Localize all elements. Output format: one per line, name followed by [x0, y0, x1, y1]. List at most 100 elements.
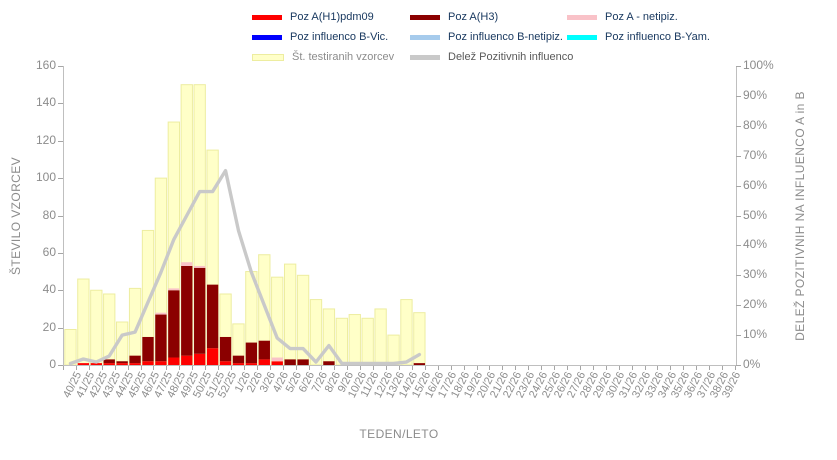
x-axis-tick — [243, 366, 245, 370]
positive-series-bar — [129, 355, 141, 364]
y-axis-left-tick — [58, 66, 63, 67]
x-axis-tick — [515, 366, 517, 370]
x-axis-tick — [399, 366, 400, 370]
positive-series-bar — [206, 284, 219, 349]
positive-series-bar — [168, 357, 180, 365]
x-axis-tick — [166, 366, 168, 370]
y-axis-left-label: 40 — [42, 282, 56, 297]
y-axis-left-label: 0 — [49, 357, 56, 371]
x-axis-tick — [114, 366, 116, 370]
y-axis-right-label: 90% — [743, 87, 768, 102]
x-axis-tick — [127, 366, 129, 370]
legend-label: Poz influenco B-Yam. — [605, 31, 710, 43]
y-axis-right-label: 0% — [743, 357, 761, 371]
x-axis-tick — [373, 366, 375, 370]
positive-series-bar — [155, 312, 167, 315]
tested-samples-bar — [103, 293, 116, 365]
x-axis-tick — [205, 366, 207, 370]
x-axis-tick — [386, 366, 388, 370]
y-axis-right-tick — [736, 155, 741, 157]
tested-samples-bar — [348, 314, 361, 365]
x-axis-tick — [192, 366, 194, 370]
x-axis-tick — [269, 366, 271, 370]
legend-swatch-red — [252, 14, 282, 20]
y-axis-left-label: 80 — [42, 207, 56, 222]
x-axis-tick — [88, 366, 90, 370]
positive-series-bar — [181, 355, 193, 365]
x-axis-tick — [450, 366, 452, 370]
positive-series-bar — [258, 359, 270, 365]
legend-swatch-pink — [567, 14, 597, 20]
positive-series-bar — [413, 363, 426, 365]
positive-series-bar — [271, 357, 283, 362]
positive-series-bar — [116, 363, 128, 365]
y-axis-right-tick — [736, 245, 741, 247]
x-axis-tick — [231, 366, 232, 370]
positive-series-bar — [103, 359, 115, 364]
positive-series-bar — [116, 361, 128, 364]
x-axis-tick — [308, 366, 310, 370]
tested-samples-bar — [309, 299, 323, 365]
y-axis-left-tick — [58, 140, 63, 142]
x-axis-tick — [140, 366, 142, 370]
x-axis-tick — [424, 366, 426, 370]
tested-samples-bar — [90, 289, 103, 365]
tested-samples-bar — [219, 293, 232, 365]
x-axis-tick — [528, 366, 530, 370]
positive-series-bar — [219, 361, 232, 365]
y-axis-right-tick — [736, 365, 741, 366]
positive-series-bar — [232, 363, 245, 365]
tested-samples-bar — [283, 263, 297, 365]
x-axis-tick — [579, 366, 581, 370]
y-axis-left-tick — [58, 252, 63, 254]
x-axis-tick — [360, 366, 362, 370]
positive-series-bar — [155, 314, 167, 362]
y-axis-right-label: 100% — [743, 58, 774, 72]
legend-item-b-vic: Poz influenco B-Vic. — [252, 30, 388, 44]
x-axis-tick — [683, 366, 685, 370]
positive-series-bar — [206, 348, 219, 365]
positive-series-bar — [168, 290, 180, 358]
positive-series-bar — [297, 359, 309, 365]
legend-label: Poz A(H3) — [448, 11, 499, 23]
positive-series-bar — [258, 340, 270, 360]
y-axis-right-tick — [736, 305, 741, 307]
y-axis-left-label: 100 — [35, 170, 56, 185]
legend-swatch-lightblue — [410, 34, 440, 40]
x-axis-tick — [592, 366, 594, 370]
legend-label: Poz A - netipiz. — [605, 11, 678, 23]
y-axis-left-tick — [58, 178, 63, 180]
tested-samples-bar — [400, 299, 413, 365]
y-axis-right-label: 70% — [743, 147, 768, 162]
y-axis-right-label: 60% — [743, 177, 768, 192]
x-axis-tick — [618, 366, 620, 370]
tested-samples-bar — [271, 276, 284, 365]
tested-samples-bar — [361, 317, 374, 365]
y-axis-right-tick — [736, 125, 741, 127]
x-axis-tick — [295, 366, 297, 370]
x-axis-tick — [567, 366, 568, 370]
y-axis-left-tick — [58, 215, 63, 217]
x-axis-tick — [153, 366, 155, 370]
positive-series-bar — [181, 262, 193, 266]
chart-canvas — [64, 84, 426, 365]
positive-share-line — [68, 168, 422, 365]
x-axis-tick — [489, 366, 491, 370]
legend-item-poz-a-netipiz: Poz A - netipiz. — [567, 10, 678, 24]
legend-swatch-cyan — [567, 34, 597, 40]
x-axis-tick — [347, 366, 349, 370]
x-axis-tick — [502, 366, 504, 370]
legend-item-b-yam: Poz influenco B-Yam. — [567, 30, 710, 44]
x-axis-tick — [722, 366, 724, 370]
legend-label: Št. testiranih vzorcev — [292, 51, 395, 63]
x-axis-tick — [321, 366, 323, 370]
y-axis-right-tick — [736, 275, 741, 277]
tested-samples-bar — [335, 317, 348, 365]
positive-series-bar — [142, 336, 154, 362]
y-axis-left-tick — [58, 365, 63, 366]
y-axis-right-label: 20% — [743, 297, 768, 312]
x-axis-tick — [631, 366, 633, 370]
positive-series-bar — [103, 363, 115, 365]
x-axis-tick — [670, 366, 672, 370]
